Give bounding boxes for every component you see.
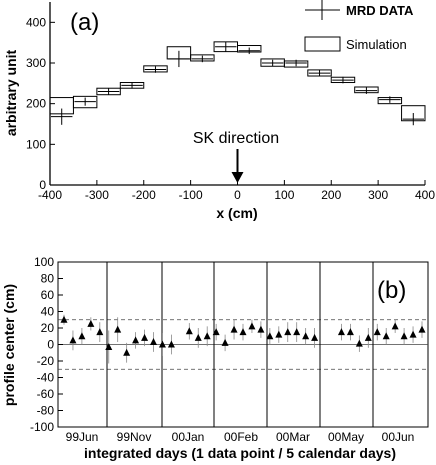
y-tick-label: -60 bbox=[37, 387, 55, 401]
panel-b-label: (b) bbox=[377, 277, 406, 304]
panel-a-label: (a) bbox=[70, 9, 99, 36]
y-tick-label: 80 bbox=[41, 272, 55, 286]
panel-a-y-label: arbitrary unit bbox=[3, 49, 19, 136]
x-tick-label: -200 bbox=[132, 188, 156, 202]
data-point bbox=[141, 333, 149, 341]
data-point bbox=[275, 330, 283, 338]
legend: MRD DATA Simulation bbox=[304, 0, 414, 52]
sim-bin bbox=[72, 95, 98, 109]
x-tick-label: 300 bbox=[368, 188, 388, 202]
sk-direction-annotation: SK direction bbox=[193, 130, 279, 147]
data-point bbox=[302, 332, 310, 340]
x-tick-label: 200 bbox=[321, 188, 341, 202]
y-tick-label: 0 bbox=[47, 338, 54, 352]
data-point bbox=[114, 325, 122, 333]
data-point bbox=[418, 325, 426, 333]
data-point bbox=[266, 332, 274, 340]
data-point bbox=[194, 333, 202, 341]
month-label: 00Jun bbox=[382, 430, 415, 444]
y-tick-label: 60 bbox=[41, 288, 55, 302]
y-tick-label: -80 bbox=[37, 404, 55, 418]
month-label: 00May bbox=[328, 430, 364, 444]
data-point bbox=[221, 338, 229, 346]
panel-b-x-label: integrated days (1 data point / 5 calend… bbox=[84, 445, 396, 461]
y-tick-label: 100 bbox=[26, 137, 46, 151]
data-point bbox=[185, 327, 193, 335]
data-point bbox=[391, 322, 399, 330]
data-point bbox=[87, 319, 95, 327]
x-tick-label: 100 bbox=[274, 188, 294, 202]
y-tick-label: 400 bbox=[26, 15, 46, 29]
data-point bbox=[167, 340, 175, 348]
legend-sim-box bbox=[304, 36, 341, 52]
y-tick-label: 0 bbox=[39, 178, 46, 192]
panel-a-x-label: x (cm) bbox=[216, 205, 257, 221]
data-point bbox=[96, 328, 104, 336]
simulation-histogram bbox=[49, 41, 426, 122]
y-tick-label: 40 bbox=[41, 305, 55, 319]
panel-a: -400 -300 -200 -100 0 100 200 300 400 0 100 200 300 4… bbox=[3, 0, 435, 221]
month-label: 00Mar bbox=[276, 430, 310, 444]
x-tick-label: 0 bbox=[234, 188, 241, 202]
y-tick-label: -100 bbox=[30, 420, 54, 434]
data-point bbox=[382, 332, 390, 340]
data-point bbox=[239, 328, 247, 336]
data-point bbox=[364, 333, 372, 341]
y-tick-label: 100 bbox=[34, 255, 54, 269]
y-tick-label: 20 bbox=[41, 321, 55, 335]
data-point bbox=[257, 325, 265, 333]
sk-direction-arrow bbox=[231, 149, 244, 183]
data-point bbox=[409, 330, 417, 338]
month-label: 99Jun bbox=[66, 430, 99, 444]
data-point bbox=[105, 342, 113, 350]
data-point bbox=[123, 348, 131, 356]
data-point bbox=[150, 338, 157, 346]
data-point bbox=[355, 339, 363, 347]
y-tick-label: 200 bbox=[26, 97, 46, 111]
panel-b-ticks: 100 80 60 40 20 0 -20 -40 -60 -80 -100 99Jun 99Nov 00… bbox=[30, 255, 414, 444]
legend-data-label: MRD DATA bbox=[346, 3, 414, 18]
data-point bbox=[158, 340, 166, 348]
x-tick-label: -100 bbox=[179, 188, 203, 202]
mrd-data-series bbox=[51, 41, 424, 126]
data-point bbox=[373, 328, 381, 336]
y-tick-label: -40 bbox=[37, 371, 55, 385]
panel-b: 100 80 60 40 20 0 -20 -40 -60 -80 -100 99Jun 99Nov 00… bbox=[1, 255, 429, 461]
data-point bbox=[230, 325, 238, 333]
data-point bbox=[212, 328, 220, 336]
legend-sim-label: Simulation bbox=[346, 37, 407, 52]
data-point bbox=[311, 333, 319, 341]
x-tick-label: 400 bbox=[415, 188, 435, 202]
y-tick-label: 300 bbox=[26, 56, 46, 70]
month-label: 00Jan bbox=[172, 430, 205, 444]
data-point bbox=[293, 328, 301, 336]
data-point bbox=[400, 332, 408, 340]
data-point bbox=[132, 336, 140, 344]
data-point bbox=[78, 332, 86, 340]
x-tick-label: -400 bbox=[38, 188, 62, 202]
data-point bbox=[203, 332, 211, 340]
data-point bbox=[284, 328, 292, 336]
panel-b-y-label: profile center (cm) bbox=[1, 284, 17, 406]
data-point bbox=[60, 315, 68, 323]
month-label: 00Feb bbox=[224, 430, 258, 444]
data-point bbox=[346, 328, 354, 336]
month-label: 99Nov bbox=[117, 430, 152, 444]
x-tick-label: -300 bbox=[85, 188, 109, 202]
y-tick-label: -20 bbox=[37, 354, 55, 368]
panel-b-reference-lines bbox=[58, 262, 428, 427]
data-point bbox=[248, 322, 256, 330]
data-point bbox=[69, 336, 77, 344]
profile-center-series bbox=[60, 314, 426, 364]
data-point bbox=[337, 328, 345, 336]
